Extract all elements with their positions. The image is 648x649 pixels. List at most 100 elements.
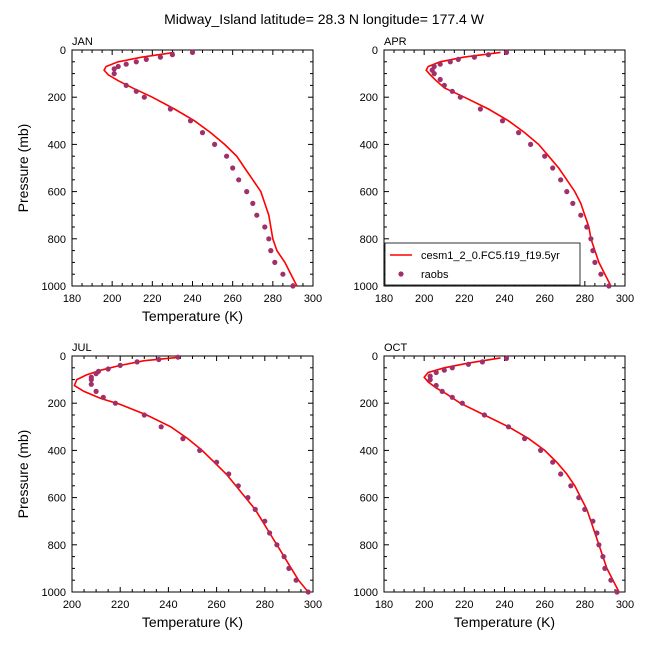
y-axis-title: Pressure (mb) bbox=[15, 430, 31, 519]
raobs-point bbox=[266, 236, 272, 242]
plot-frame bbox=[383, 355, 626, 593]
x-tick-label: 180 bbox=[63, 293, 81, 305]
raobs-point bbox=[516, 130, 522, 136]
raobs-point bbox=[594, 530, 600, 536]
x-tick-label: 240 bbox=[183, 293, 201, 305]
x-tick-label: 240 bbox=[495, 599, 513, 611]
raobs-point bbox=[141, 412, 147, 418]
raobs-point bbox=[439, 388, 445, 394]
panel-jan: JAN 180 200 220 240 260 280 300 0 200 400 600 800 100… bbox=[15, 36, 322, 324]
x-tick-label: 260 bbox=[535, 293, 553, 305]
raobs-point bbox=[433, 369, 439, 376]
raobs-point bbox=[584, 224, 590, 230]
raobs-point bbox=[156, 356, 162, 363]
y-tick-label: 0 bbox=[372, 45, 378, 57]
y-tick-label: 0 bbox=[372, 351, 378, 363]
raobs-point bbox=[117, 362, 123, 368]
x-axis-title: Temperature (K) bbox=[454, 614, 555, 630]
y-tick-label: 0 bbox=[60, 45, 66, 57]
raobs-point bbox=[214, 459, 220, 465]
raobs-point bbox=[437, 76, 443, 83]
raobs-point bbox=[542, 153, 548, 159]
raobs-point bbox=[614, 589, 620, 595]
panel-label: JAN bbox=[72, 36, 93, 48]
raobs-point bbox=[175, 354, 181, 360]
raobs-point bbox=[550, 165, 556, 171]
x-tick-label: 280 bbox=[576, 599, 594, 611]
raobs-point bbox=[431, 71, 437, 77]
raobs-point bbox=[305, 589, 311, 595]
x-tick-label: 220 bbox=[455, 293, 473, 305]
y-tick-label: 600 bbox=[360, 187, 378, 199]
x-tick-label: 280 bbox=[256, 599, 274, 611]
raobs-point bbox=[187, 118, 194, 124]
raobs-point bbox=[441, 367, 447, 373]
y-tick-label: 200 bbox=[48, 92, 66, 104]
y-tick-label: 1000 bbox=[42, 587, 66, 599]
raobs-point bbox=[582, 506, 588, 512]
raobs-point bbox=[503, 49, 510, 56]
raobs-point bbox=[481, 412, 487, 418]
raobs-point bbox=[568, 483, 574, 489]
x-tick-label: 260 bbox=[223, 293, 241, 305]
raobs-point bbox=[88, 377, 94, 383]
raobs-point bbox=[281, 554, 287, 560]
raobs-point bbox=[465, 361, 471, 367]
x-tick-label: 220 bbox=[111, 599, 129, 611]
raobs-point bbox=[600, 554, 606, 560]
y-tick-label: 400 bbox=[360, 445, 378, 457]
raobs-point bbox=[235, 483, 241, 489]
x-tick-label: 300 bbox=[616, 293, 634, 305]
legend-box bbox=[384, 242, 581, 286]
raobs-point bbox=[578, 212, 584, 218]
x-axis-title: Temperature (K) bbox=[142, 308, 243, 324]
raobs-point bbox=[112, 400, 118, 406]
raobs-point bbox=[115, 63, 121, 70]
y-tick-label: 600 bbox=[360, 493, 378, 505]
panel-label: APR bbox=[384, 36, 407, 48]
raobs-point bbox=[505, 424, 512, 430]
raobs-point bbox=[93, 371, 99, 377]
raobs-point bbox=[590, 248, 596, 254]
y-tick-label: 600 bbox=[48, 493, 66, 505]
chart-title: Midway_Island latitude= 28.3 N longitude… bbox=[164, 11, 485, 27]
raobs-point bbox=[100, 394, 106, 400]
x-tick-label: 300 bbox=[304, 293, 322, 305]
x-tick-label: 200 bbox=[63, 599, 81, 611]
raobs-point bbox=[522, 436, 528, 442]
raobs-point bbox=[449, 88, 455, 94]
raobs-point bbox=[598, 271, 604, 277]
panel-oct: OCT 180 200 220 240 260 280 300 0 200 400 600 800 100… bbox=[354, 342, 635, 630]
y-tick-label: 800 bbox=[48, 540, 66, 552]
raobs-point bbox=[538, 447, 544, 453]
y-tick-label: 200 bbox=[360, 398, 378, 410]
raobs-point bbox=[133, 59, 139, 65]
legend-obs-label: raobs bbox=[421, 269, 449, 281]
x-tick-label: 200 bbox=[415, 293, 433, 305]
raobs-point bbox=[441, 82, 447, 88]
y-tick-label: 1000 bbox=[42, 281, 66, 293]
legend-marker-swatch bbox=[398, 271, 404, 277]
raobs-point bbox=[212, 141, 218, 147]
x-tick-label: 180 bbox=[375, 599, 393, 611]
raobs-point bbox=[230, 165, 236, 171]
panel-apr: APR 180 200 220 240 260 280 300 0 200 400 600 800 100… bbox=[354, 36, 635, 305]
raobs-point bbox=[602, 565, 608, 572]
raobs-point bbox=[158, 424, 164, 430]
x-tick-label: 280 bbox=[576, 293, 594, 305]
x-tick-label: 240 bbox=[495, 293, 513, 305]
raobs-point bbox=[169, 52, 175, 58]
raobs-point bbox=[576, 495, 582, 501]
panels: JAN 180 200 220 240 260 280 300 0 200 400 600 800 100… bbox=[15, 36, 634, 630]
model-profile-line bbox=[73, 356, 309, 593]
raobs-point bbox=[437, 61, 443, 67]
raobs-point bbox=[592, 259, 598, 265]
y-tick-label: 800 bbox=[360, 234, 378, 246]
raobs-point bbox=[499, 118, 506, 124]
y-tick-label: 400 bbox=[48, 139, 66, 151]
y-tick-label: 800 bbox=[360, 540, 378, 552]
x-tick-label: 280 bbox=[264, 293, 282, 305]
raobs-point bbox=[143, 56, 149, 63]
legend-model-label: cesm1_2_0.FC5.f19_f19.5yr bbox=[421, 250, 560, 262]
raobs-point bbox=[608, 577, 614, 583]
